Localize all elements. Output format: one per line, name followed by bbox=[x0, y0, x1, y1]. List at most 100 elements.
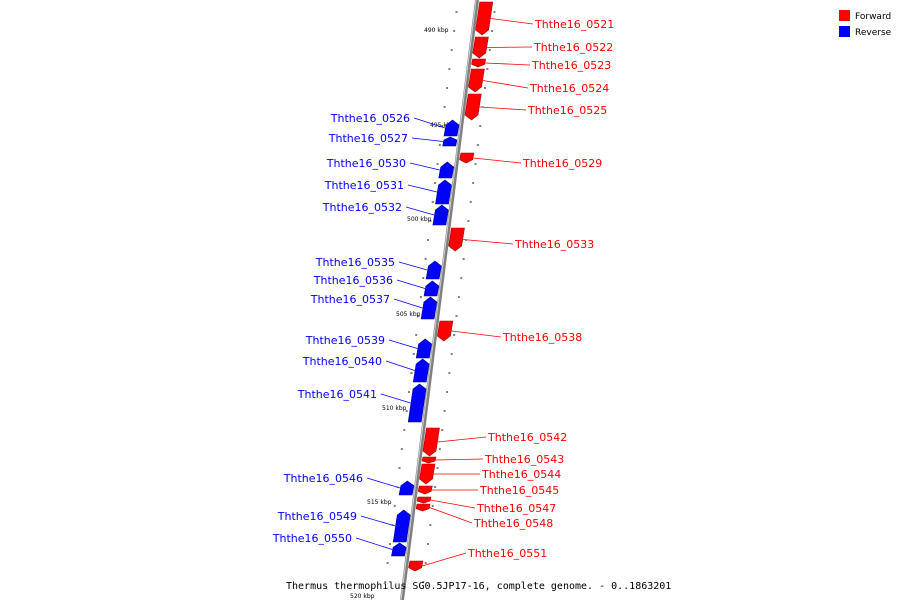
gene-arrow-ththe16-0531[interactable] bbox=[435, 179, 452, 205]
gene-arrow-ththe16-0543[interactable] bbox=[421, 456, 437, 464]
legend-swatch-reverse bbox=[839, 26, 850, 37]
label-leader bbox=[429, 507, 473, 524]
legend: Forward Reverse bbox=[839, 10, 892, 38]
label-leader bbox=[479, 106, 527, 111]
gene-label-ththe16-0539[interactable]: Ththe16_0539 bbox=[305, 334, 385, 347]
gene-label-ththe16-0549[interactable]: Ththe16_0549 bbox=[277, 510, 357, 523]
axis-label-520: 520 kbp bbox=[350, 593, 375, 600]
gene-arrow-ththe16-0521[interactable] bbox=[475, 1, 494, 36]
gene-label-ththe16-0540[interactable]: Ththe16_0540 bbox=[302, 355, 382, 368]
gene-label-ththe16-0527[interactable]: Ththe16_0527 bbox=[328, 132, 408, 145]
gene-label-ththe16-0531[interactable]: Ththe16_0531 bbox=[324, 179, 404, 192]
gene-arrow-ththe16-0525[interactable] bbox=[464, 93, 482, 121]
genome-backbone bbox=[400, 0, 479, 600]
gene-label-ththe16-0523[interactable]: Ththe16_0523 bbox=[531, 59, 611, 72]
gene-arrow-ththe16-0537[interactable] bbox=[420, 296, 438, 320]
gene-label-ththe16-0530[interactable]: Ththe16_0530 bbox=[326, 157, 406, 170]
gene-labels: Ththe16_0521 Ththe16_0522 Ththe16_0523 Thth… bbox=[272, 18, 614, 560]
legend-label-forward: Forward bbox=[855, 12, 891, 22]
axis-label-490: 490 kbp bbox=[424, 27, 449, 34]
legend-label-reverse: Reverse bbox=[855, 28, 892, 38]
label-leader bbox=[430, 499, 476, 509]
gene-arrow-ththe16-0526[interactable] bbox=[443, 119, 460, 137]
label-leader bbox=[413, 117, 446, 129]
label-leader bbox=[473, 157, 522, 164]
axis-label-510: 510 kbp bbox=[382, 405, 407, 412]
label-leader bbox=[482, 80, 529, 89]
label-leader bbox=[485, 62, 531, 66]
gene-arrow-ththe16-0538[interactable] bbox=[437, 320, 454, 342]
gene-label-ththe16-0541[interactable]: Ththe16_0541 bbox=[297, 388, 377, 401]
label-leader bbox=[393, 298, 423, 309]
gene-arrow-ththe16-0549[interactable] bbox=[392, 509, 411, 543]
gene-label-ththe16-0525[interactable]: Ththe16_0525 bbox=[527, 104, 607, 117]
gene-label-ththe16-0529[interactable]: Ththe16_0529 bbox=[522, 157, 602, 170]
gene-arrow-ththe16-0522[interactable] bbox=[472, 36, 489, 59]
genome-backbone-highlight bbox=[400, 0, 477, 600]
gene-arrow-ththe16-0524[interactable] bbox=[468, 68, 485, 93]
gene-label-ththe16-0533[interactable]: Ththe16_0533 bbox=[514, 238, 594, 251]
gene-label-ththe16-0535[interactable]: Ththe16_0535 bbox=[315, 256, 395, 269]
axis-label-505: 505 kbp bbox=[396, 311, 421, 318]
label-leader bbox=[435, 458, 484, 461]
gene-label-ththe16-0536[interactable]: Ththe16_0536 bbox=[313, 274, 393, 287]
gene-label-ththe16-0544[interactable]: Ththe16_0544 bbox=[481, 468, 561, 481]
gene-arrow-ththe16-0544[interactable] bbox=[419, 463, 436, 485]
gene-arrow-ththe16-0545[interactable] bbox=[417, 485, 433, 495]
label-leader bbox=[360, 515, 396, 527]
label-leader bbox=[487, 46, 533, 48]
gene-label-ththe16-0538[interactable]: Ththe16_0538 bbox=[502, 331, 582, 344]
gene-label-ththe16-0543[interactable]: Ththe16_0543 bbox=[484, 453, 564, 466]
gene-arrow-ththe16-0548[interactable] bbox=[415, 503, 431, 512]
label-leader bbox=[437, 436, 487, 443]
gene-arrow-ththe16-0539[interactable] bbox=[415, 338, 432, 359]
genome-caption: Thermus thermophilus SG0.5JP17-16, compl… bbox=[286, 581, 671, 592]
label-leader bbox=[405, 206, 435, 216]
gene-arrow-ththe16-0532[interactable] bbox=[432, 204, 449, 226]
gene-arrow-ththe16-0546[interactable] bbox=[398, 480, 415, 496]
axis-label-495: 495 kbp bbox=[430, 122, 455, 129]
axis-label-500: 500 kbp bbox=[407, 216, 432, 223]
gene-arrow-ththe16-0529[interactable] bbox=[459, 152, 475, 164]
gene-arrow-ththe16-0536[interactable] bbox=[423, 280, 440, 297]
label-leader bbox=[463, 239, 514, 245]
gene-arrow-ththe16-0540[interactable] bbox=[412, 358, 430, 383]
label-leaders bbox=[355, 18, 534, 567]
gene-label-ththe16-0522[interactable]: Ththe16_0522 bbox=[533, 41, 613, 54]
gene-arrow-ththe16-0530[interactable] bbox=[438, 161, 455, 179]
label-leader bbox=[366, 477, 401, 489]
axis-labels: 490 kbp 495 kbp 500 kbp 505 kbp 510 kbp … bbox=[350, 27, 455, 600]
label-leader bbox=[355, 537, 393, 550]
gene-label-ththe16-0537[interactable]: Ththe16_0537 bbox=[310, 293, 390, 306]
gene-arrow-ththe16-0550[interactable] bbox=[391, 542, 407, 557]
gene-label-ththe16-0550[interactable]: Ththe16_0550 bbox=[272, 532, 352, 545]
label-leader bbox=[422, 552, 467, 567]
gene-label-ththe16-0547[interactable]: Ththe16_0547 bbox=[476, 502, 556, 515]
gene-arrow-ththe16-0523[interactable] bbox=[471, 58, 486, 68]
label-leader bbox=[396, 279, 426, 289]
label-leader bbox=[407, 184, 438, 193]
label-leader bbox=[490, 18, 534, 25]
gene-label-ththe16-0524[interactable]: Ththe16_0524 bbox=[529, 82, 609, 95]
gene-label-ththe16-0545[interactable]: Ththe16_0545 bbox=[479, 484, 559, 497]
gene-arrow-ththe16-0527[interactable] bbox=[442, 136, 458, 147]
gene-arrow-ththe16-0535[interactable] bbox=[425, 260, 442, 280]
legend-swatch-forward bbox=[839, 10, 850, 21]
label-leader bbox=[451, 330, 502, 338]
label-leader bbox=[385, 360, 415, 371]
gene-arrow-ththe16-0542[interactable] bbox=[422, 427, 440, 457]
gene-label-ththe16-0532[interactable]: Ththe16_0532 bbox=[322, 201, 402, 214]
gene-arrow-ththe16-0533[interactable] bbox=[448, 227, 465, 252]
gene-arrow-ththe16-0547[interactable] bbox=[416, 496, 432, 504]
gene-label-ththe16-0521[interactable]: Ththe16_0521 bbox=[534, 18, 614, 31]
label-leader bbox=[398, 261, 428, 271]
gene-label-ththe16-0546[interactable]: Ththe16_0546 bbox=[283, 472, 363, 485]
gene-label-ththe16-0548[interactable]: Ththe16_0548 bbox=[473, 517, 553, 530]
gene-arrow-ththe16-0541[interactable] bbox=[407, 383, 427, 423]
gene-label-ththe16-0542[interactable]: Ththe16_0542 bbox=[487, 431, 567, 444]
label-leader bbox=[380, 393, 411, 404]
gene-label-ththe16-0551[interactable]: Ththe16_0551 bbox=[467, 547, 547, 560]
gene-label-ththe16-0526[interactable]: Ththe16_0526 bbox=[330, 112, 410, 125]
gene-arrow-ththe16-0551[interactable] bbox=[408, 560, 424, 572]
